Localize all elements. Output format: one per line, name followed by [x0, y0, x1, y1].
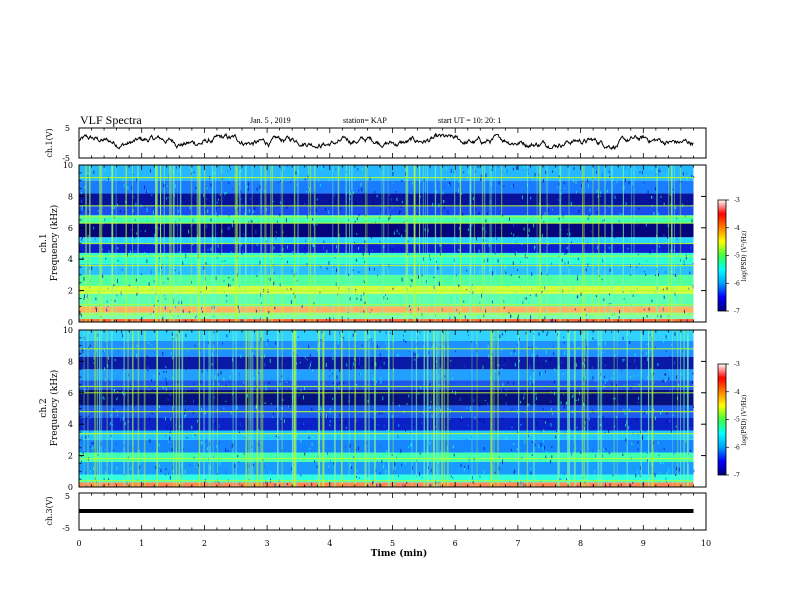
ch2-spectrogram-colorbar-tick-label: -3	[734, 361, 740, 368]
ch2-spectrogram-ytick-label: 6	[68, 389, 73, 398]
time-tick-label: 6	[453, 539, 458, 548]
ch1-spectrogram-ylabel: Frequency (kHz)	[49, 205, 60, 282]
ch1-spectrogram-band	[79, 312, 694, 319]
ch2-spectrogram-band	[79, 380, 694, 390]
ch1-spectrogram-ytick-label: 10	[63, 161, 73, 170]
ch1-spectrogram-band	[79, 205, 694, 216]
ch2-colorbar-label: log(PSD) (V²/Hz)	[741, 395, 748, 446]
time-tick-label: 0	[76, 539, 81, 548]
ch1-spectrogram-colorbar-tick-label: -5	[734, 253, 740, 260]
ch1-spectrogram-band	[79, 306, 694, 313]
ch2-spectrogram-ytick-label: 0	[68, 483, 73, 492]
ch1-spectrogram-ytick-label: 4	[68, 255, 73, 264]
ch3-ytick-top: 5	[65, 492, 70, 501]
start-time-label: start UT = 10: 20: 1	[438, 116, 501, 125]
time-tick-label: 10	[701, 539, 711, 548]
ch1-spectrogram-band	[79, 263, 694, 275]
ch2-spectrogram-panel: 0 2 4 6 8 10 ch.2 Frequency (kHz) -3 -4 -5 -6 -7 …	[39, 326, 748, 492]
ch2-spectrogram-band	[79, 474, 694, 483]
time-tick-label: 1	[139, 539, 144, 548]
ch2-spectrogram-band	[79, 461, 694, 475]
ch2-spectrogram-band	[79, 356, 694, 370]
time-tick-label: 4	[327, 539, 332, 548]
ch1-spectrogram-band	[79, 252, 694, 264]
ch2-spectrogram-ylabel-channel: ch.2	[39, 398, 49, 417]
ch2-colorbar: -3 -4 -5 -6 -7 log(PSD) (V²/Hz)	[717, 361, 748, 479]
ch3-ytick-bottom: -5	[62, 524, 70, 533]
ch2-spectrogram-band	[79, 452, 694, 462]
ch1-colorbar: -3 -4 -5 -6 -7 log(PSD) (V²/Hz)	[717, 197, 748, 315]
ch2-spectrogram-band	[79, 330, 694, 341]
ch1-spectrogram-colorbar-tick-label: -7	[734, 308, 740, 315]
ch2-spectrogram-ytick-label: 4	[68, 420, 73, 429]
ch2-spectrogram-colorbar-tick-label: -6	[734, 444, 740, 451]
ch1-colorbar-label: log(PSD) (V²/Hz)	[741, 231, 748, 282]
ch1-spectrogram-ytick-label: 8	[68, 192, 73, 201]
figure-title: VLF Spectra	[80, 113, 142, 127]
ch1-spectrogram-ytick-label: 2	[68, 287, 73, 296]
ch2-spectrogram-band	[79, 430, 694, 440]
ch1-ytick-top: 5	[65, 124, 70, 133]
time-tick-label: 7	[515, 539, 520, 548]
ch3-waveform-ylabel: ch.3(V)	[45, 496, 54, 525]
ch1-spectrogram-band	[79, 215, 694, 223]
ch3-waveform-panel: 5 -5 ch.3(V)	[45, 492, 707, 533]
ch2-spectrogram-colorbar-tick-label: -4	[734, 389, 740, 396]
ch1-spectrogram-image	[79, 165, 695, 322]
time-axis-label: Time (min)	[371, 548, 428, 559]
ch1-colorbar-bar	[717, 199, 727, 312]
ch1-spectrogram-colorbar-tick-label: -4	[734, 225, 740, 232]
time-tick-label: 8	[578, 539, 583, 548]
ch1-spectrogram-band	[79, 274, 694, 286]
ch2-spectrogram-ylabel: Frequency (kHz)	[49, 370, 60, 447]
time-tick-label: 5	[390, 539, 395, 548]
ch2-spectrogram-band	[79, 439, 694, 453]
time-tick-label: 2	[202, 539, 207, 548]
ch2-spectrogram-colorbar-tick-label: -5	[734, 417, 740, 424]
time-axis-tick-labels: 0 1 2 3 4 5 6 7 8 9 10	[76, 539, 711, 548]
ch1-spectrogram-band	[79, 237, 694, 244]
ch1-spectrogram-band	[79, 285, 694, 294]
ch2-spectrogram-colorbar-tick-label: -7	[734, 472, 740, 479]
time-tick-label: 9	[641, 539, 646, 548]
ch1-waveform-line	[78, 132, 694, 151]
ch1-spectrogram-band	[79, 243, 694, 253]
time-tick-label: 3	[265, 539, 270, 548]
ch2-spectrogram-ytick-label: 8	[68, 357, 73, 366]
ch2-spectrogram-band	[79, 417, 694, 431]
ch2-spectrogram-band	[79, 369, 694, 381]
time-axis-ticks	[78, 128, 707, 530]
ch2-spectrogram-band	[79, 482, 694, 487]
ch1-spectrogram-colorbar-tick-label: -3	[734, 197, 740, 204]
ch2-spectrogram-image	[79, 330, 695, 487]
ch1-spectrogram-ytick-label: 0	[68, 318, 73, 327]
ch1-ytick-bottom: -5	[62, 154, 70, 163]
ch2-spectrogram-ytick-label: 10	[63, 326, 73, 335]
ch1-spectrogram-ylabel-channel: ch.1	[39, 233, 49, 252]
ch1-spectrogram-colorbar-tick-label: -6	[734, 280, 740, 287]
ch1-waveform-panel: 5 -5 ch.1(V)	[45, 124, 707, 163]
ch1-spectrogram-panel: 0 2 4 6 8 10 ch.1 Frequency (kHz) -3 -4 -5 -6 -7 …	[39, 161, 748, 327]
ch2-colorbar-bar	[717, 363, 727, 476]
ch1-waveform-ylabel: ch.1(V)	[45, 128, 54, 157]
date-label: Jan. 5 , 2019	[250, 116, 291, 125]
ch1-spectrogram-ytick-label: 6	[68, 224, 73, 233]
ch2-spectrogram-ytick-label: 2	[68, 452, 73, 461]
station-label: station= KAP	[343, 116, 387, 125]
